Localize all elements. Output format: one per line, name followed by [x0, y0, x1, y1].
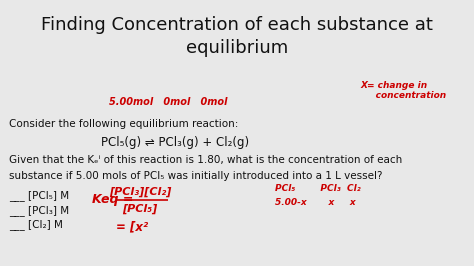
Text: [PCl₃][Cl₂]: [PCl₃][Cl₂] [109, 186, 171, 197]
Text: PCl₅        PCl₃  Cl₂: PCl₅ PCl₃ Cl₂ [275, 184, 361, 193]
Text: ___ [PCl₅] M: ___ [PCl₅] M [9, 190, 70, 201]
Text: [PCl₅]: [PCl₅] [122, 204, 157, 214]
Text: Consider the following equilibrium reaction:: Consider the following equilibrium react… [9, 119, 239, 129]
Text: Finding Concentration of each substance at: Finding Concentration of each substance … [41, 16, 433, 34]
Text: PCl₅(g) ⇌ PCl₃(g) + Cl₂(g): PCl₅(g) ⇌ PCl₃(g) + Cl₂(g) [101, 136, 249, 149]
Text: equilibrium: equilibrium [186, 39, 288, 57]
Text: Keq =: Keq = [92, 193, 134, 206]
Text: 5.00mol   0mol   0mol: 5.00mol 0mol 0mol [109, 97, 228, 107]
Text: = [x²: = [x² [116, 221, 148, 234]
Text: 5.00-x       x     x: 5.00-x x x [275, 198, 356, 207]
Text: Given that the Kₑⁱ of this reaction is 1.80, what is the concentration of each: Given that the Kₑⁱ of this reaction is 1… [9, 155, 403, 165]
Text: ___ [Cl₂] M: ___ [Cl₂] M [9, 219, 64, 230]
Text: ___ [PCl₃] M: ___ [PCl₃] M [9, 205, 70, 216]
Text: X= change in
     concentration: X= change in concentration [360, 81, 447, 100]
Text: substance if 5.00 mols of PCl₅ was initially introduced into a 1 L vessel?: substance if 5.00 mols of PCl₅ was initi… [9, 171, 383, 181]
